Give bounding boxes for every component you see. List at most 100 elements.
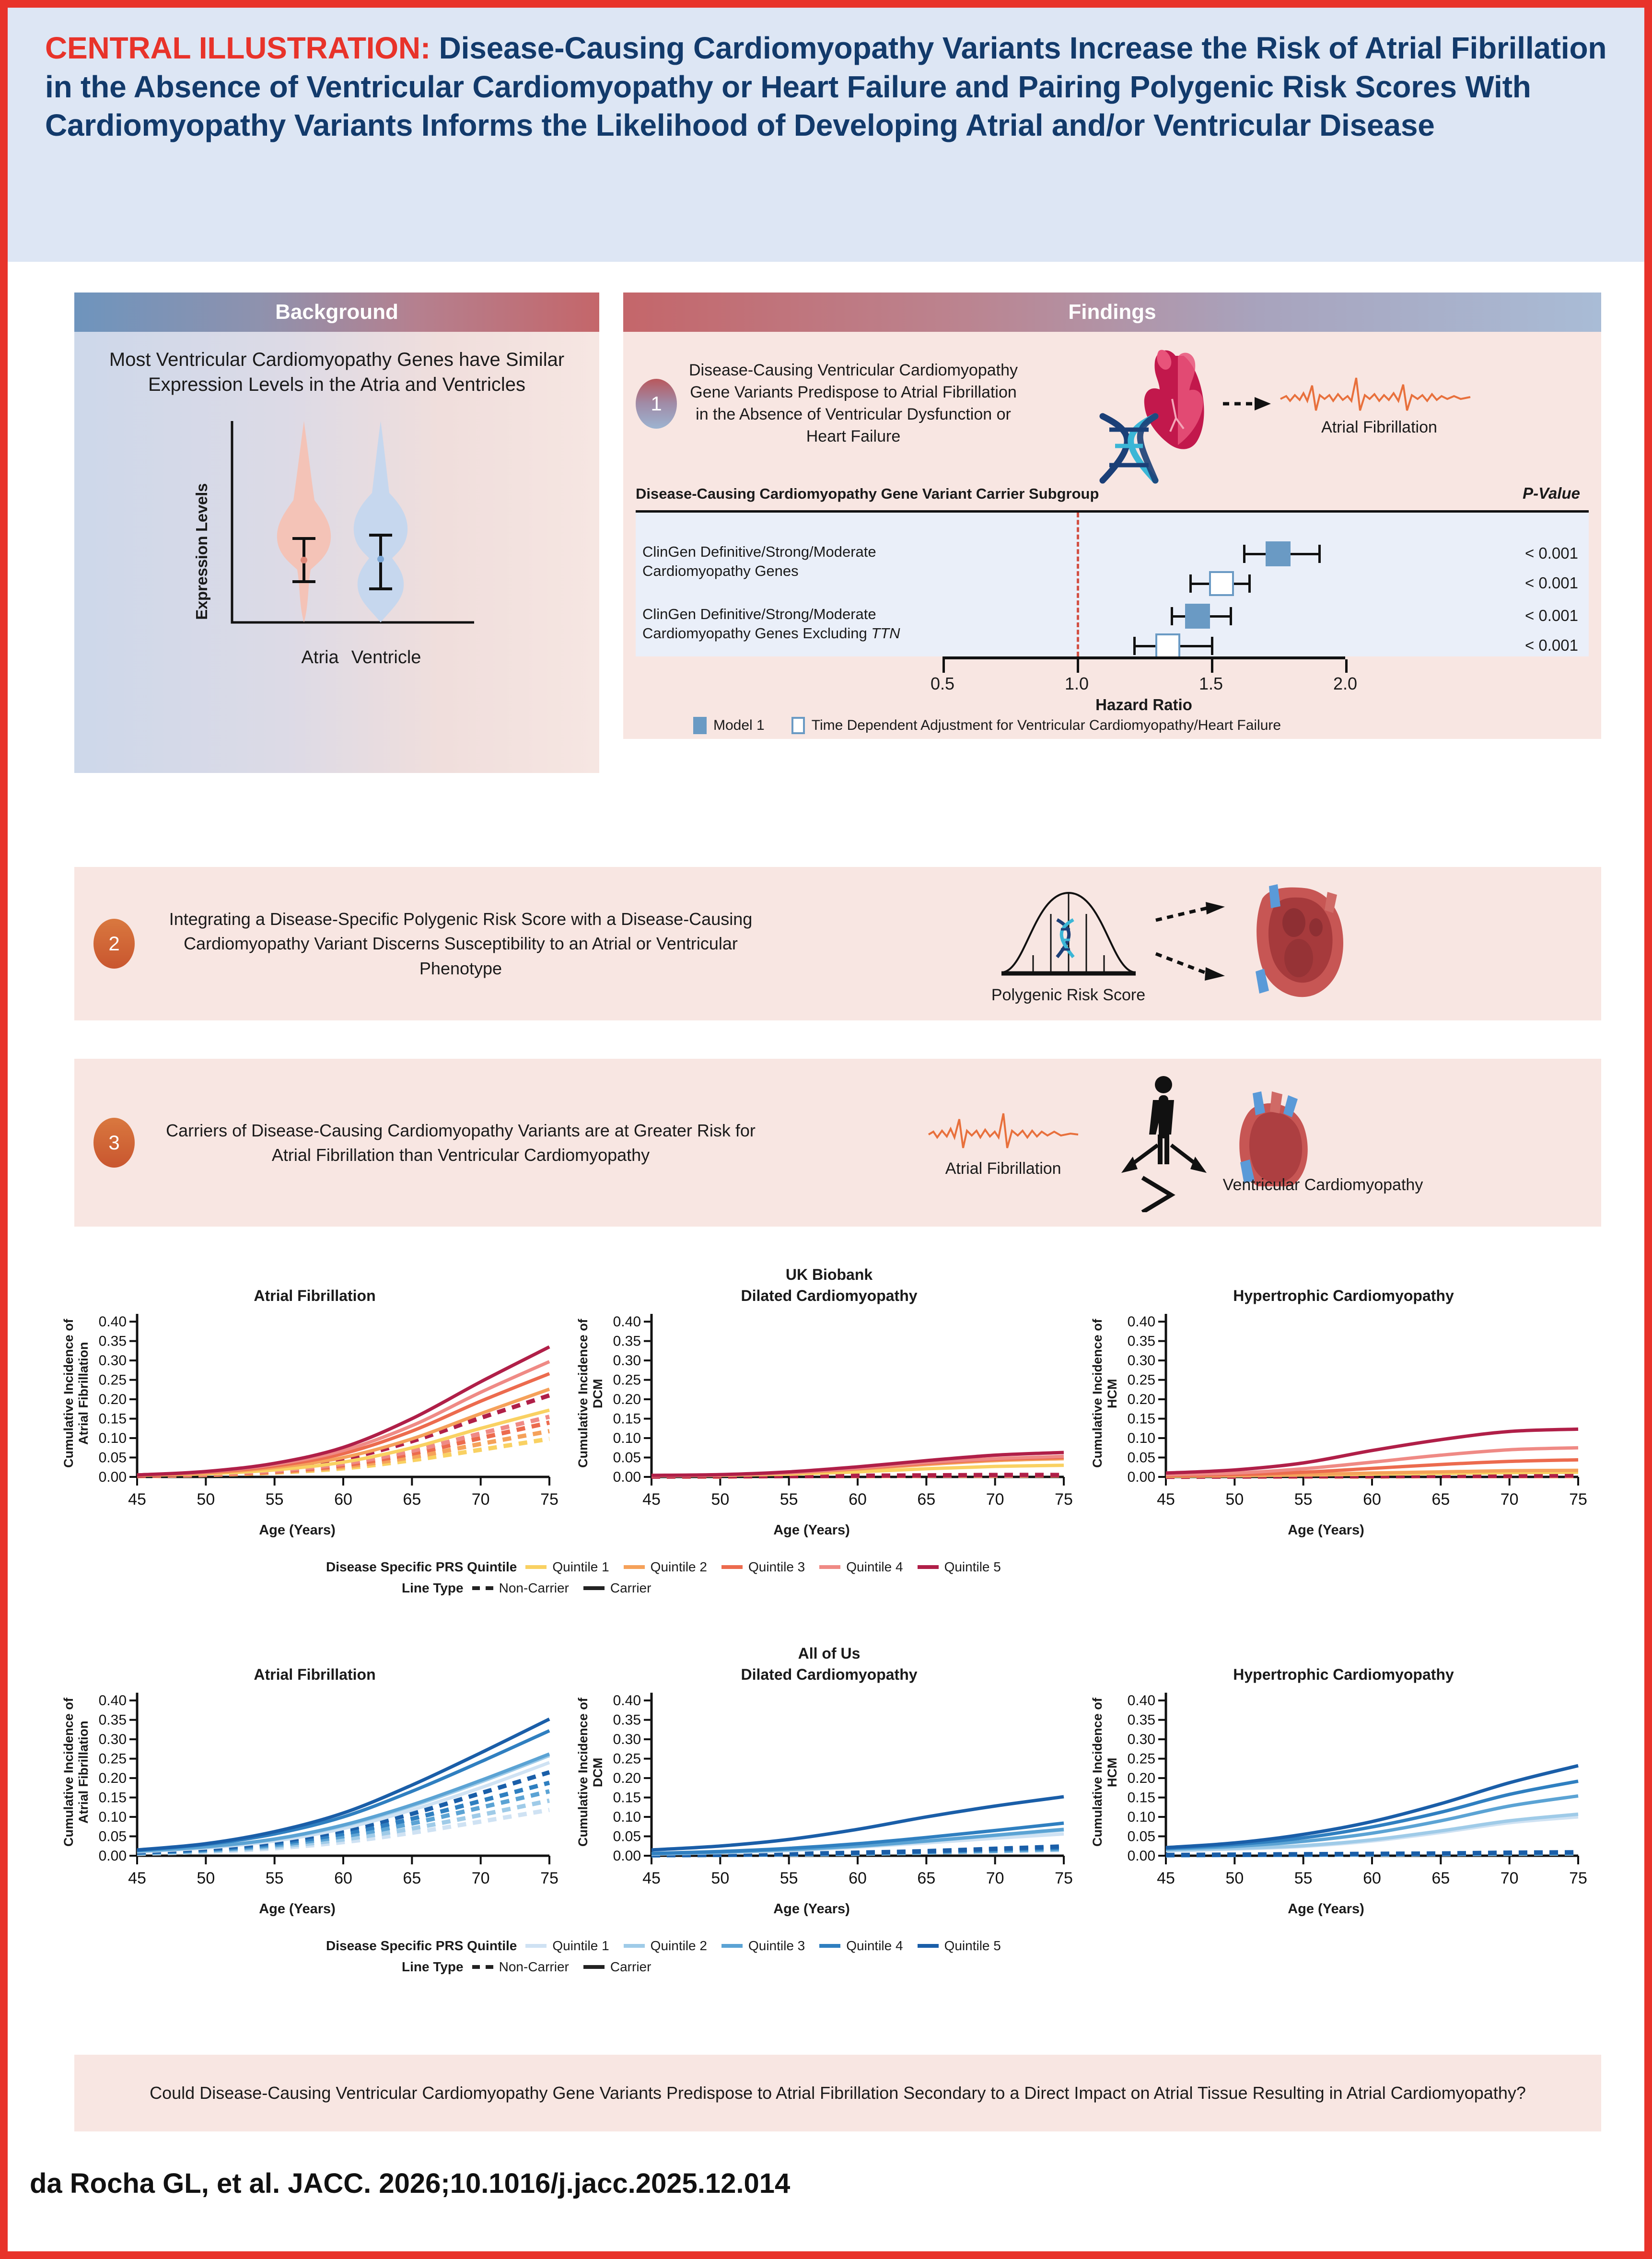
svg-text:0.25: 0.25 — [613, 1372, 641, 1388]
page-title: CENTRAL ILLUSTRATION: Disease-Causing Ca… — [45, 29, 1611, 145]
finding-2-art-label: Polygenic Risk Score — [991, 985, 1146, 1004]
chart-series-line — [137, 1717, 550, 1852]
forest-ci-cap — [1243, 544, 1246, 563]
chart-y-axis-label: Cumulative Incidence of Atrial Fibrillat… — [61, 1319, 91, 1468]
finding-1-artwork: Atrial Fibrillation — [1021, 341, 1589, 484]
svg-text:0.40: 0.40 — [99, 1314, 127, 1330]
chart-y-axis-label: Cumulative Incidence of DCM — [575, 1697, 605, 1847]
svg-text:0.00: 0.00 — [1128, 1848, 1155, 1864]
forest-pvalue: < 0.001 — [1524, 574, 1578, 592]
chart-svg: 0.00 0.05 0.10 0.15 0.20 0.25 0.30 0.35 0.40 45 50… — [613, 1314, 1073, 1509]
chart-legend-item: Quintile 1 — [525, 1559, 609, 1575]
forest-marker-filled — [1185, 603, 1210, 629]
chart-legend-label: Carrier — [610, 1580, 651, 1595]
svg-text:0.05: 0.05 — [99, 1829, 127, 1845]
svg-text:0.10: 0.10 — [613, 1430, 641, 1446]
forest-axis-tick-label: 0.5 — [930, 673, 955, 693]
chart-title: Dilated Cardiomyopathy — [741, 1666, 918, 1683]
title-main-text: Disease-Causing Cardiomyopathy Variants … — [45, 31, 1607, 143]
chart-svg: 0.00 0.05 0.10 0.15 0.20 0.25 0.30 0.35 0.40 45 50… — [1128, 1314, 1587, 1509]
chart-legend-prs-title: Disease Specific PRS Quintile — [326, 1938, 517, 1953]
svg-text:75: 75 — [1055, 1490, 1073, 1509]
svg-text:0.20: 0.20 — [1128, 1392, 1155, 1407]
closing-question-box: Could Disease-Causing Ventricular Cardio… — [74, 2055, 1601, 2131]
svg-text:50: 50 — [711, 1869, 729, 1887]
violin-x-label-atria: Atria — [301, 647, 339, 667]
forest-header-rule — [636, 510, 1589, 513]
forest-row-label: ClinGen Definitive/Strong/Moderate Cardi… — [642, 543, 876, 579]
finding-3: 3 Carriers of Disease-Causing Cardiomyop… — [74, 1059, 1601, 1227]
svg-text:0.15: 0.15 — [99, 1411, 127, 1427]
person-branch-icon — [1121, 1076, 1207, 1212]
chart-legend-label: Carrier — [610, 1959, 651, 1974]
forest-axis-tick — [1211, 659, 1213, 673]
forest-plot-area: ClinGen Definitive/Strong/Moderate Cardi… — [636, 512, 1589, 658]
afib-ecg-icon — [1280, 377, 1471, 411]
svg-text:50: 50 — [197, 1869, 215, 1887]
forest-pvalue: < 0.001 — [1524, 544, 1578, 562]
chart-y-axis-label: Cumulative Incidence of DCM — [575, 1319, 605, 1468]
svg-text:55: 55 — [1294, 1869, 1313, 1887]
svg-text:0.30: 0.30 — [1128, 1353, 1155, 1369]
svg-text:45: 45 — [128, 1490, 146, 1509]
chart-row-aou: Atrial Fibrillation Cumulative Incidence … — [58, 1645, 1601, 1917]
svg-text:50: 50 — [1225, 1869, 1244, 1887]
svg-text:0.40: 0.40 — [613, 1314, 641, 1330]
svg-text:0.00: 0.00 — [1128, 1469, 1155, 1485]
finding-1-text: Disease-Causing Ventricular Cardiomyopat… — [689, 361, 1018, 445]
forest-axis-line — [942, 656, 1345, 659]
chart-cohort-title: All of Us — [798, 1645, 861, 1662]
chart-legend-item: Carrier — [583, 1580, 651, 1596]
chart-legend-swatch — [721, 1565, 743, 1569]
normal-distribution-icon — [1001, 891, 1136, 975]
chart-plot-area: Cumulative Incidence of HCM 0.00 0.05 0.10 0… — [1086, 1307, 1601, 1538]
chart-legend-item: Quintile 2 — [623, 1559, 707, 1575]
chart-series-line — [1165, 1427, 1579, 1475]
finding-1-art-label: Atrial Fibrillation — [1321, 418, 1437, 436]
chart-series-line — [1165, 1764, 1579, 1849]
central-illustration-prefix: CENTRAL ILLUSTRATION: — [45, 31, 431, 65]
chart-x-axis-label: Age (Years) — [773, 1901, 850, 1917]
svg-text:0.00: 0.00 — [613, 1848, 641, 1864]
finding-2-arrows-icon — [1155, 902, 1225, 981]
forest-pvalue: < 0.001 — [1524, 636, 1578, 654]
chart-legend-item: Quintile 2 — [623, 1938, 707, 1954]
non-carrier-dash-swatch — [472, 1965, 493, 1969]
svg-text:75: 75 — [1569, 1869, 1587, 1887]
svg-text:0.30: 0.30 — [613, 1732, 641, 1747]
non-carrier-dash-swatch — [472, 1586, 493, 1590]
svg-text:45: 45 — [642, 1869, 661, 1887]
svg-text:0.25: 0.25 — [1128, 1751, 1155, 1767]
finding-2: 2 Integrating a Disease-Specific Polygen… — [74, 867, 1601, 1020]
forest-marker-filled — [1266, 541, 1291, 566]
chart-legend-item: Quintile 3 — [721, 1938, 805, 1954]
violin-plot: Expression Levels — [96, 416, 577, 668]
svg-text:0.25: 0.25 — [99, 1372, 127, 1388]
forest-ci-cap — [1211, 636, 1213, 655]
chart-y-axis-label: Cumulative Incidence of Atrial Fibrillat… — [61, 1697, 91, 1847]
svg-text:0.05: 0.05 — [613, 1450, 641, 1466]
chart-legend-swatch — [917, 1565, 939, 1569]
chart-legend-swatch — [819, 1944, 841, 1948]
svg-text:60: 60 — [1363, 1869, 1381, 1887]
top-border — [0, 0, 1652, 8]
svg-text:0.20: 0.20 — [99, 1770, 127, 1786]
svg-text:50: 50 — [711, 1490, 729, 1509]
chart-legend-swatch — [525, 1944, 547, 1948]
svg-text:0.20: 0.20 — [1128, 1770, 1155, 1786]
forest-reference-line — [1077, 512, 1079, 656]
finding-1-number: 1 — [636, 379, 677, 429]
dashed-arrow-icon — [1223, 397, 1271, 410]
chart-legend-label: Quintile 4 — [846, 1559, 903, 1574]
chart-plot-area: Cumulative Incidence of DCM 0.00 0.05 0.10 0… — [572, 1686, 1086, 1917]
svg-text:55: 55 — [1294, 1490, 1313, 1509]
chart-legend-swatch — [623, 1944, 645, 1948]
right-border — [1644, 0, 1652, 2259]
chart-section-aou: Atrial Fibrillation Cumulative Incidence … — [58, 1645, 1601, 1980]
forest-legend: Model 1 Time Dependent Adjustment for Ven… — [636, 714, 1589, 734]
left-border — [0, 0, 8, 2259]
citation: da Rocha GL, et al. JACC. 2026;10.1016/j… — [30, 2168, 791, 2199]
chart-series-line — [651, 1795, 1064, 1852]
chart-x-axis-label: Age (Years) — [1288, 1522, 1364, 1538]
svg-text:70: 70 — [1501, 1869, 1519, 1887]
